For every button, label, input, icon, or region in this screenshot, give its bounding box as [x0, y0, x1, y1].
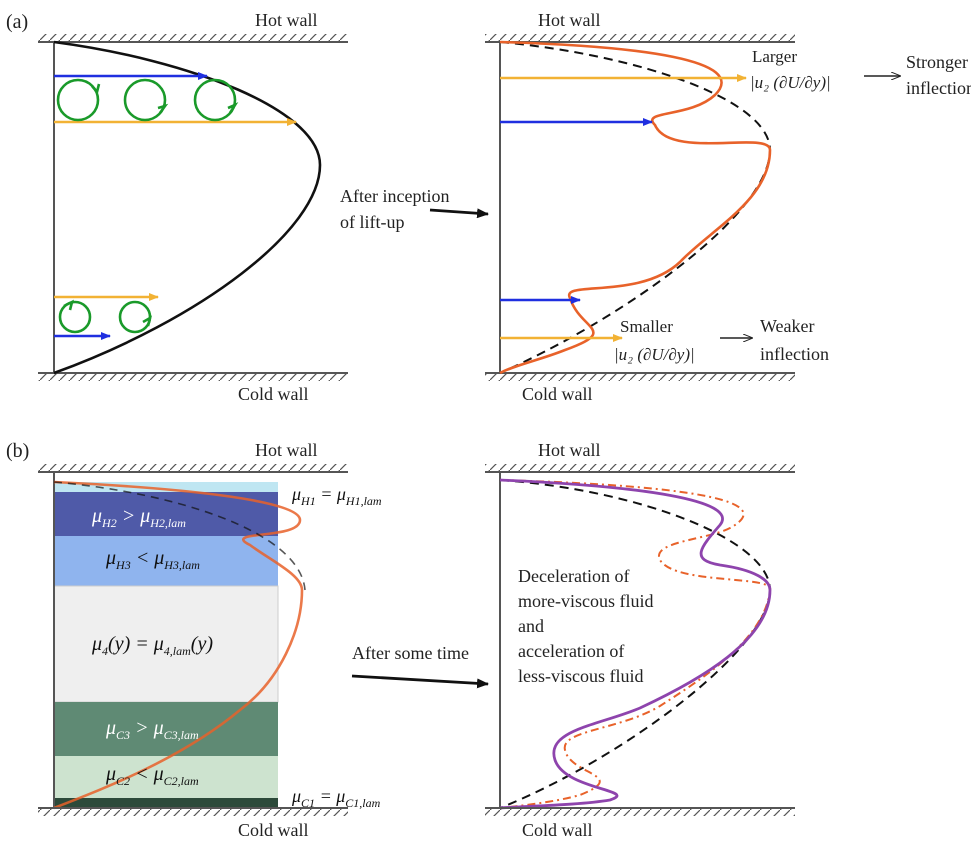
perturbed-profile	[499, 40, 772, 375]
upper-note-line2: |u₂ (∂U/∂y)|	[750, 73, 831, 92]
svg-text:μC1 = μC1,lam: μC1 = μC1,lam	[291, 786, 381, 810]
note-line: Deceleration of	[518, 566, 629, 586]
svg-text:μH2 > μH2,lam: μH2 > μH2,lam	[91, 505, 186, 530]
transition-label-line1: After inception	[340, 186, 449, 206]
laminar-profile	[53, 40, 322, 375]
cold-wall-label: Cold wall	[522, 820, 593, 840]
perturbed-profile	[53, 480, 304, 810]
note-line: more-viscous fluid	[518, 591, 653, 611]
upper-note-line1: Larger	[752, 47, 797, 66]
hot-wall-hatch	[38, 464, 348, 472]
transition-label: After some time	[352, 643, 469, 663]
svg-text:μ4(y) = μ4,lam(y): μ4(y) = μ4,lam(y)	[91, 633, 213, 658]
label-c2: μC2 < μC2,lam	[105, 763, 199, 788]
label-c1: μC1 = μC1,lam	[291, 786, 381, 810]
transition-label-line2: of lift-up	[340, 212, 405, 232]
upper-result-line1: Stronger	[906, 52, 968, 72]
panel-a-left-channel: Hot wall Cold wall	[38, 10, 348, 404]
svg-text:μH3 < μH3,lam: μH3 < μH3,lam	[105, 547, 200, 572]
cold-wall-hatch	[38, 808, 348, 816]
note-line: and	[518, 616, 544, 636]
hot-wall-label: Hot wall	[538, 440, 601, 460]
label-c3: μC3 > μC3,lam	[105, 717, 199, 742]
hot-wall-label: Hot wall	[538, 10, 601, 30]
label-m4: μ4(y) = μ4,lam(y)	[91, 633, 213, 658]
cold-wall-label: Cold wall	[522, 384, 593, 404]
hot-wall-hatch	[485, 34, 795, 42]
vortex-icon	[123, 78, 169, 122]
cold-wall-label: Cold wall	[238, 820, 309, 840]
cold-wall-hatch	[485, 808, 795, 816]
lower-note-line1: Smaller	[620, 317, 673, 336]
panel-b-left-channel: Hot wall μH2 > μH2,lam μH3 < μH3,lam μ4(…	[38, 440, 382, 840]
svg-text:μH1 = μH1,lam: μH1 = μH1,lam	[291, 484, 382, 508]
transition-arrow	[351, 674, 489, 689]
final-profile	[499, 478, 772, 810]
vortex-icon	[58, 299, 92, 334]
label-h1: μH1 = μH1,lam	[291, 484, 382, 508]
deceleration-note: Deceleration of more-viscous fluid and a…	[518, 566, 653, 686]
note-line: less-viscous fluid	[518, 666, 644, 686]
transition-arrow	[429, 208, 489, 219]
panel-b-right-channel: Hot wall Deceleration of more-viscous fl…	[485, 440, 795, 840]
panel-a-label: (a)	[6, 11, 28, 33]
vortex-icon	[193, 78, 239, 122]
vortex-icon	[118, 300, 153, 334]
layer-h1	[54, 482, 278, 492]
cold-wall-label: Cold wall	[238, 384, 309, 404]
hot-wall-hatch	[485, 464, 795, 472]
svg-text:μC2 < μC2,lam: μC2 < μC2,lam	[105, 763, 199, 788]
svg-text:μC3 > μC3,lam: μC3 > μC3,lam	[105, 717, 199, 742]
laminar-profile	[53, 481, 306, 591]
lift-up-transition: After inception of lift-up	[340, 186, 489, 232]
panel-a-right-channel: Hot wall Cold wall Larger |u₂ (∂U/∂y)| S…	[485, 10, 971, 404]
vortex-icon	[56, 78, 101, 122]
lower-note-line2: |u₂ (∂U/∂y)|	[614, 345, 695, 364]
panel-b-label: (b)	[6, 440, 29, 462]
time-transition: After some time	[351, 643, 489, 689]
upper-result-line2: inflection	[906, 78, 971, 98]
perturbed-profile	[499, 479, 771, 809]
layer-h3	[54, 536, 278, 586]
note-line: acceleration of	[518, 641, 624, 661]
hot-wall-hatch	[38, 34, 348, 42]
layer-c2	[54, 756, 278, 798]
lower-result-line1: Weaker	[760, 316, 815, 336]
cold-wall-hatch	[485, 373, 795, 381]
label-h2: μH2 > μH2,lam	[91, 505, 186, 530]
label-h3: μH3 < μH3,lam	[105, 547, 200, 572]
lower-result-line2: inflection	[760, 344, 829, 364]
hot-wall-label: Hot wall	[255, 10, 318, 30]
cold-wall-hatch	[38, 373, 348, 381]
hot-wall-label: Hot wall	[255, 440, 318, 460]
layer-c1	[54, 798, 278, 808]
